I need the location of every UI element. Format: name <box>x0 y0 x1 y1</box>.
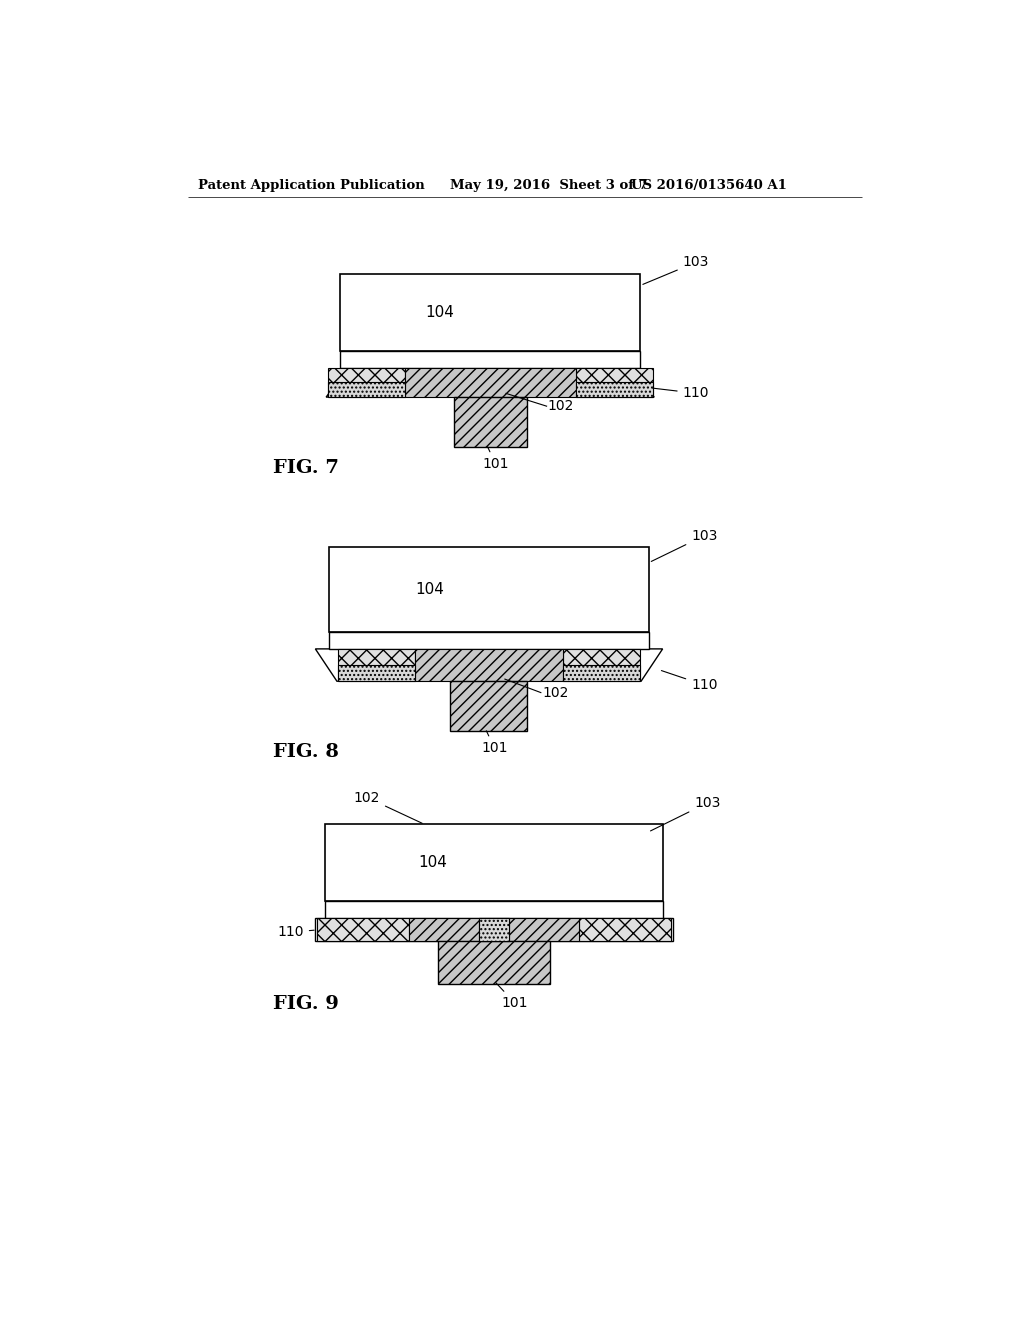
Bar <box>340 275 640 351</box>
Polygon shape <box>326 368 654 397</box>
Bar <box>325 902 664 919</box>
Bar <box>315 919 673 941</box>
Bar <box>575 383 652 397</box>
Text: 104: 104 <box>426 305 455 319</box>
Bar <box>416 649 562 681</box>
Bar <box>579 919 671 941</box>
Text: 103: 103 <box>651 529 718 561</box>
Bar <box>451 681 527 731</box>
Text: 104: 104 <box>415 582 443 597</box>
Bar <box>330 548 649 632</box>
Text: 104: 104 <box>418 855 446 870</box>
Bar <box>316 919 410 941</box>
Text: US 2016/0135640 A1: US 2016/0135640 A1 <box>631 178 786 191</box>
Bar <box>438 941 550 983</box>
Text: FIG. 9: FIG. 9 <box>273 995 339 1014</box>
Bar <box>454 397 526 447</box>
Bar <box>478 919 509 941</box>
Text: 103: 103 <box>650 796 721 830</box>
Text: 101: 101 <box>496 983 528 1010</box>
Bar <box>339 665 416 681</box>
Bar <box>478 919 509 941</box>
Bar <box>404 368 575 397</box>
Text: May 19, 2016  Sheet 3 of 7: May 19, 2016 Sheet 3 of 7 <box>451 178 648 191</box>
Bar <box>325 825 664 902</box>
Text: 110: 110 <box>278 925 314 940</box>
Text: 102: 102 <box>353 791 422 824</box>
Bar <box>575 368 652 397</box>
Bar <box>340 351 640 368</box>
Text: 110: 110 <box>653 387 710 400</box>
Bar <box>410 919 579 941</box>
Text: 103: 103 <box>643 255 709 284</box>
Text: FIG. 8: FIG. 8 <box>273 743 339 760</box>
Text: 101: 101 <box>482 446 509 471</box>
Bar <box>328 368 404 397</box>
Text: FIG. 7: FIG. 7 <box>273 459 339 477</box>
Bar <box>562 665 640 681</box>
Bar <box>330 632 649 649</box>
Text: 101: 101 <box>481 731 508 755</box>
Polygon shape <box>315 649 663 681</box>
Bar <box>328 383 404 397</box>
Text: 110: 110 <box>662 671 718 692</box>
Text: 102: 102 <box>548 400 574 413</box>
Bar <box>562 649 640 681</box>
Text: 102: 102 <box>543 686 569 700</box>
Bar <box>339 649 416 681</box>
Text: Patent Application Publication: Patent Application Publication <box>199 178 425 191</box>
